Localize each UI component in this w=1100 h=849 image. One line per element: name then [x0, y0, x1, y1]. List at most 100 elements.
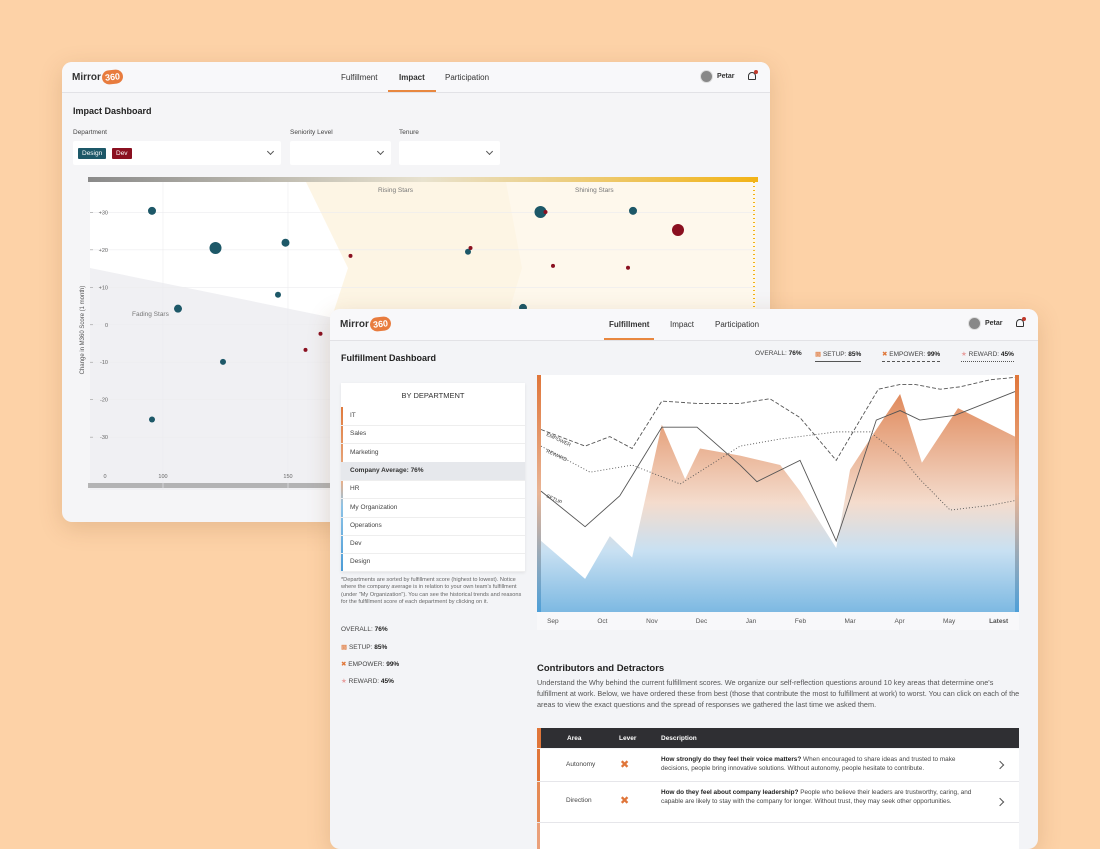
explanation: People who believe their leaders are tru…: [661, 789, 972, 805]
nav-item[interactable]: Impact: [399, 73, 425, 82]
chevron: [485, 147, 494, 156]
y-tick-label: -20: [100, 398, 108, 404]
page: Mirror 360 Fulfillment Impact Participati…: [62, 62, 1038, 849]
summary-value: 99%: [927, 351, 941, 358]
icon: ▩: [341, 644, 348, 651]
department-item[interactable]: My Organization: [341, 499, 525, 518]
area-name: Direction: [566, 797, 592, 804]
rank-bar: [341, 407, 343, 572]
area-description: How do they feel about company leadershi…: [661, 788, 981, 806]
area-description: How strongly do they feel their voice ma…: [661, 755, 981, 773]
filter-chip[interactable]: Design: [78, 148, 107, 159]
icon: ★: [961, 351, 967, 358]
user-name[interactable]: Petar: [985, 320, 1003, 327]
row-arrow: [995, 797, 1005, 807]
x-tick-label: Sep: [547, 618, 559, 625]
section-text: Understand the Why behind the current fu…: [537, 678, 1020, 709]
department-item[interactable]: Marketing: [341, 444, 525, 463]
data-point: [348, 253, 353, 258]
nav-item[interactable]: Fulfillment: [609, 320, 650, 329]
logo-badge: 360: [101, 68, 124, 86]
tenure-select[interactable]: [399, 141, 500, 165]
data-point: [149, 416, 155, 423]
logo-word: Mirror: [72, 72, 101, 83]
summary-reward: ★ REWARD: 45%: [341, 677, 394, 685]
department-item[interactable]: HR: [341, 480, 525, 500]
x-tick-label: 0: [103, 474, 106, 480]
filter-label: Seniority Level: [290, 129, 333, 136]
summary-label: OVERALL:: [755, 350, 787, 357]
table-row[interactable]: Autonomy ✖ How strongly do they feel the…: [537, 749, 1019, 782]
table-header: Area Lever Description: [537, 728, 1019, 748]
summary-value: 76%: [374, 626, 388, 633]
column-header: Lever: [619, 735, 637, 742]
nav-item[interactable]: Impact: [670, 320, 695, 329]
area: [541, 393, 1015, 612]
summary-value: 99%: [386, 661, 400, 668]
x-tick-label: May: [943, 618, 956, 625]
filter-chip[interactable]: Dev: [112, 148, 132, 159]
data-point: [281, 238, 290, 247]
side-bar: [1015, 375, 1019, 612]
department-item[interactable]: IT: [341, 407, 525, 426]
avatar[interactable]: [968, 317, 981, 330]
y-tick-label: +20: [99, 248, 108, 254]
department-item[interactable]: Sales: [341, 425, 525, 445]
logo[interactable]: Mirror 360: [340, 315, 392, 333]
summary-label: REWARD:: [968, 351, 1000, 358]
x-tick-label: 100: [158, 474, 167, 480]
page-title: Impact Dashboard: [73, 106, 152, 116]
x-tick-label: Dec: [696, 618, 708, 625]
department-item[interactable]: Dev: [341, 535, 525, 555]
nav-item[interactable]: Participation: [715, 320, 760, 329]
summary-label: EMPOWER:: [348, 661, 385, 668]
data-point: [465, 248, 471, 255]
summary-value: 85%: [848, 351, 862, 358]
department-item[interactable]: Design: [341, 553, 525, 573]
fulfillment-window: Mirror 360 Fulfillment Impact Participati…: [330, 309, 1038, 849]
summary-value: 45%: [380, 678, 394, 685]
data-point: [148, 206, 156, 215]
department-select[interactable]: Design Dev: [73, 141, 281, 165]
logo[interactable]: Mirror 360: [72, 68, 124, 86]
summary-empower: ✖ EMPOWER: 99%: [341, 660, 399, 668]
summary-setup: ▩ SETUP: 85%: [341, 643, 387, 651]
data-point: [275, 291, 281, 298]
department-note: *Departments are sorted by fulfillment s…: [341, 577, 522, 605]
table-row[interactable]: [537, 823, 1019, 849]
icon: ✖: [341, 661, 347, 668]
y-tick-label: 0: [105, 323, 108, 329]
summary-empower[interactable]: ✖ EMPOWER: 99%: [882, 350, 941, 362]
question: How do they feel about company leadershi…: [661, 789, 799, 796]
x-tick-label: Mar: [844, 618, 856, 625]
data-point: [626, 265, 630, 270]
area-name: Autonomy: [566, 761, 596, 768]
x-tick-label: 150: [283, 474, 292, 480]
side-bar: [537, 375, 541, 612]
user-name[interactable]: Petar: [717, 73, 735, 80]
department-item[interactable]: Operations: [341, 517, 525, 536]
question: How strongly do they feel their voice ma…: [661, 756, 802, 763]
summary-label: SETUP:: [822, 351, 847, 358]
nav-item[interactable]: Fulfillment: [341, 73, 378, 82]
region-fading: [90, 268, 334, 490]
data-point: [174, 304, 182, 313]
y-tick-label: -10: [100, 360, 108, 366]
notifications[interactable]: [748, 70, 758, 80]
nav-item[interactable]: Participation: [445, 73, 490, 82]
summary-reward[interactable]: ★ REWARD: 45%: [961, 350, 1014, 362]
table-row[interactable]: Direction ✖ How do they feel about compa…: [537, 782, 1019, 823]
summary-value: 76%: [788, 350, 802, 357]
lever-icon: ✖: [620, 795, 630, 807]
notifications[interactable]: [1016, 317, 1026, 327]
department-item[interactable]: Company Average: 76%: [341, 461, 525, 481]
region-shining: [502, 182, 756, 335]
x-tick-label: Oct: [597, 618, 607, 625]
summary-setup[interactable]: ▩ SETUP: 85%: [815, 350, 862, 362]
top-axis-bar: [88, 177, 758, 182]
accent: [537, 782, 540, 822]
avatar[interactable]: [700, 70, 713, 83]
seniority-select[interactable]: [290, 141, 391, 165]
summary-label: EMPOWER:: [889, 351, 926, 358]
